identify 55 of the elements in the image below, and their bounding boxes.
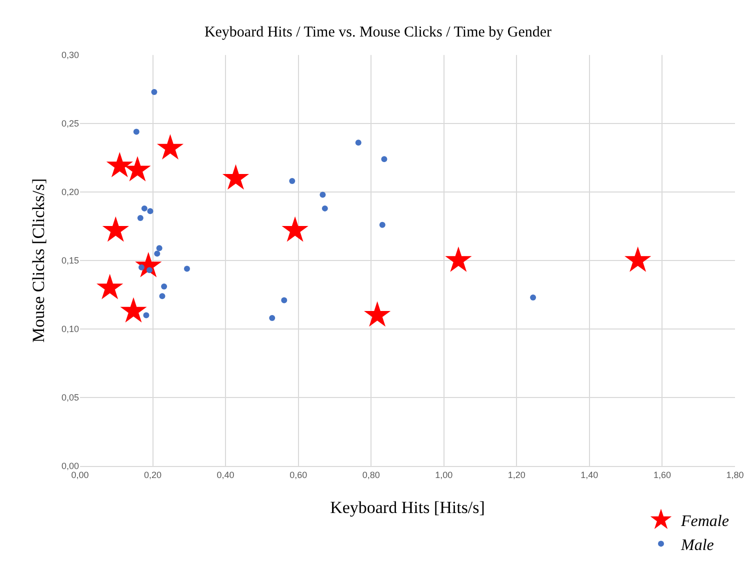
point [137, 215, 144, 222]
point [269, 315, 276, 322]
x-tick-label: 0,40 [216, 470, 234, 480]
point [154, 250, 160, 257]
point [133, 128, 140, 135]
y-tick-label: 0,15 [61, 256, 79, 266]
point [106, 152, 133, 178]
x-tick-label: 0,60 [290, 470, 308, 480]
point [156, 245, 162, 252]
point [102, 216, 129, 242]
point [282, 216, 308, 242]
x-tick-label: 0,00 [71, 470, 89, 480]
y-tick-label: 0,10 [61, 324, 79, 334]
point [159, 293, 166, 300]
point [624, 246, 652, 272]
point [355, 140, 362, 146]
x-tick-label: 1,20 [508, 470, 526, 480]
x-tick-label: 1,40 [580, 470, 598, 480]
point [289, 178, 296, 184]
point [156, 134, 184, 160]
point [146, 267, 152, 274]
legend-label: Female [680, 513, 729, 530]
point [281, 297, 288, 304]
point [138, 264, 144, 270]
point [222, 164, 250, 190]
point [184, 266, 190, 272]
x-tick-label: 1,00 [435, 470, 453, 480]
x-tick-label: 1,60 [653, 470, 671, 480]
x-tick-label: 1,80 [726, 470, 744, 480]
point [96, 274, 124, 300]
point [379, 222, 386, 228]
point [445, 246, 472, 272]
point [320, 192, 326, 198]
y-axis-title: Mouse Clicks [Clicks/s] [29, 178, 48, 343]
legend-label: Male [680, 536, 714, 554]
chart-title: Keyboard Hits / Time vs. Mouse Clicks / Time by Gender [204, 24, 552, 40]
y-tick-label: 0,00 [61, 461, 79, 472]
y-tick-label: 0,25 [61, 118, 79, 129]
point [364, 301, 391, 327]
point [120, 297, 147, 323]
y-tick-label: 0,20 [61, 187, 79, 198]
point [124, 156, 151, 182]
y-tick-label: 0,05 [61, 392, 79, 403]
point [381, 156, 388, 162]
point [151, 88, 158, 95]
x-tick-label: 0,80 [362, 470, 380, 480]
y-tick-label: 0,30 [61, 50, 79, 60]
point [322, 205, 328, 212]
point [143, 312, 150, 318]
point [141, 205, 148, 212]
point [147, 208, 154, 214]
x-tick-label: 0,20 [144, 470, 162, 480]
point [161, 284, 168, 290]
point [530, 294, 536, 300]
x-axis-title: Keyboard Hits [Hits/s] [330, 498, 485, 518]
